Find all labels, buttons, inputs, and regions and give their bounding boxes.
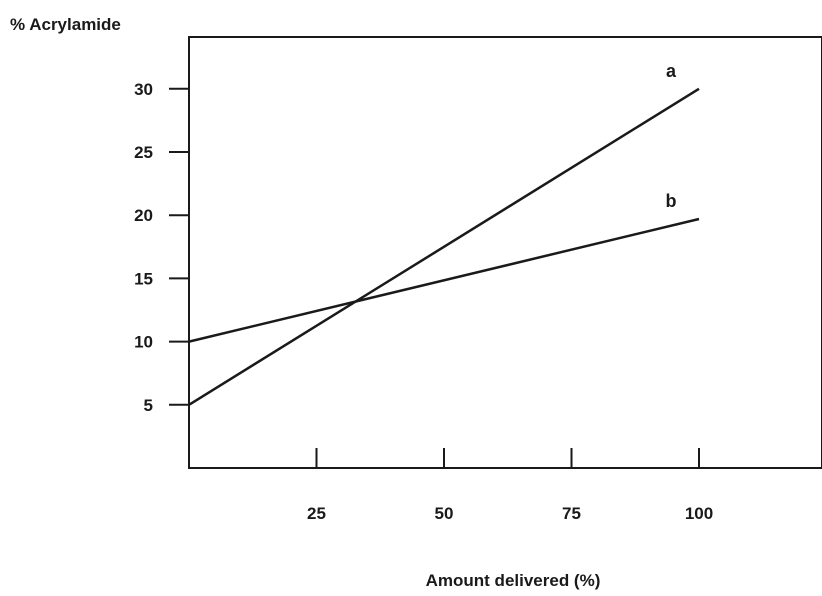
series-b-line xyxy=(188,217,700,343)
series-a-line xyxy=(188,87,700,406)
x-axis-title: Amount delivered (%) xyxy=(426,571,601,590)
y-tick-label: 5 xyxy=(144,396,153,415)
series-lines: ab xyxy=(188,61,700,406)
x-tick-label: 25 xyxy=(307,504,326,523)
x-tick-label: 50 xyxy=(435,504,454,523)
y-tick-label: 20 xyxy=(134,206,153,225)
y-tick-label: 25 xyxy=(134,143,153,162)
y-tick-label: 15 xyxy=(134,269,153,288)
series-a-label: a xyxy=(666,61,677,81)
y-axis-ticks: 5 10 15 20 25 30 xyxy=(134,80,189,415)
x-tick-label: 75 xyxy=(562,504,581,523)
y-axis-title: % Acrylamide xyxy=(10,15,121,34)
y-tick-label: 30 xyxy=(134,80,153,99)
series-b-label: b xyxy=(666,191,677,211)
y-tick-label: 10 xyxy=(134,333,153,352)
plot-frame xyxy=(188,36,822,469)
x-axis-ticks: 25 50 75 100 xyxy=(307,448,713,523)
x-tick-label: 100 xyxy=(685,504,713,523)
